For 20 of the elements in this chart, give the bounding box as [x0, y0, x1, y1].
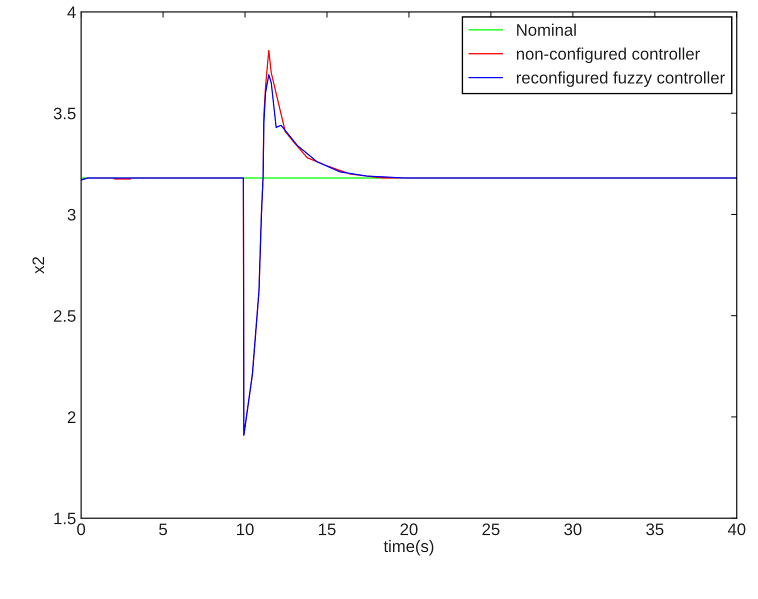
- legend-label: non-configured controller: [516, 48, 700, 64]
- y-tick-label: 1.5: [54, 512, 76, 524]
- y-tick-label: 3.5: [54, 108, 76, 120]
- legend-label: reconfigured fuzzy controller: [516, 71, 725, 87]
- x-tick-label: 35: [646, 523, 664, 536]
- x-tick-label: 25: [482, 523, 500, 536]
- x-tick-label: 40: [728, 523, 746, 536]
- x-tick-label: 30: [564, 523, 582, 536]
- x-axis-title: time(s): [384, 540, 434, 556]
- y-tick-label: 2.5: [54, 310, 76, 322]
- x-tick-label: 5: [159, 524, 167, 536]
- y-tick-label: 2: [68, 411, 76, 423]
- y-axis-title: x2: [32, 257, 44, 274]
- x-tick-label: 20: [400, 523, 418, 536]
- y-tick-label: 4: [67, 6, 76, 18]
- x-tick-label: 10: [237, 523, 254, 536]
- y-tick-label: 3: [68, 208, 76, 221]
- legend-label: Nominal: [517, 24, 576, 36]
- x-tick-label: 0: [77, 523, 86, 536]
- x-tick-label: 15: [318, 524, 336, 536]
